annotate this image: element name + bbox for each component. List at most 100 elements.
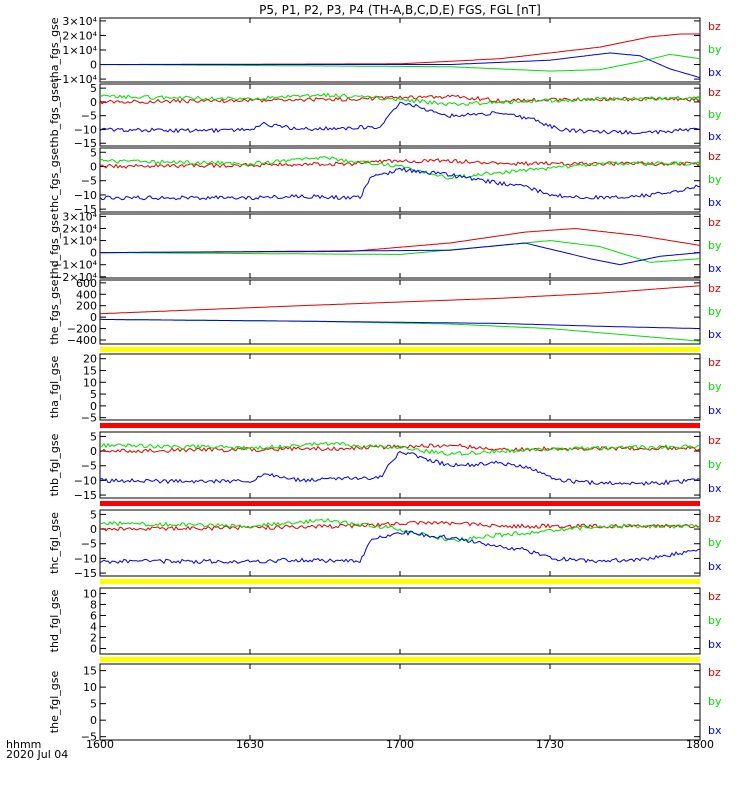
panel-frame [99, 587, 701, 655]
y-tick-label: −5 [81, 412, 97, 425]
legend-bz: bz [708, 512, 721, 525]
panel-the_fgl_gse: 15 10 5 0 −5 the_fgl_gse bz by bx [48, 663, 722, 744]
y-tick-label: 3×10⁴ [62, 210, 97, 223]
legend-bx: bx [708, 66, 722, 79]
y-tick-label: 15 [83, 365, 97, 378]
status-bar [100, 579, 700, 584]
x-tick-label: 1600 [86, 738, 114, 751]
y-tick-label: 6 [90, 610, 97, 623]
panel-frame [99, 147, 701, 213]
legend-bx: bx [708, 724, 722, 737]
y-axis-label: thb_fgs_gse [48, 82, 61, 148]
series-by [99, 53, 701, 72]
legend-by: by [708, 43, 722, 56]
legend-bz: bz [708, 590, 721, 603]
legend-bz: bz [708, 356, 721, 369]
y-tick-label: 0 [90, 96, 97, 109]
series-bz [99, 443, 701, 454]
y-tick-label: 5 [90, 388, 97, 401]
y-tick-label: 10 [83, 376, 97, 389]
legend-by: by [708, 380, 722, 393]
status-bar [100, 347, 700, 352]
legend-bx: bx [708, 560, 722, 573]
x-tick-label: 1700 [386, 738, 414, 751]
y-tick-label: 5 [90, 146, 97, 159]
y-tick-label: −15 [74, 137, 97, 150]
y-tick-label: 5 [90, 82, 97, 95]
x-tick-label: 1730 [536, 738, 564, 751]
y-tick-label: −1×10⁴ [53, 73, 97, 86]
y-tick-label: −5 [81, 538, 97, 551]
series-bz [100, 228, 701, 254]
legend-bz: bz [708, 216, 721, 229]
y-tick-label: 10 [83, 681, 97, 694]
panel-thc_fgl_gse: 5 0 −5−10 −15 thc_fgl_gse bz by bx [48, 508, 722, 584]
y-tick-label: 0 [90, 160, 97, 173]
y-tick-label: 4 [90, 621, 97, 634]
legend-by: by [708, 173, 722, 186]
y-axis-label: thc_fgs_gse [48, 148, 61, 213]
series-by [99, 441, 701, 456]
legend-by: by [708, 695, 722, 708]
x-label-bottom: 2020 Jul 04 [6, 748, 68, 761]
y-tick-label: −15 [74, 489, 97, 502]
y-tick-label: 0 [90, 523, 97, 536]
legend-bx: bx [708, 196, 722, 209]
status-bar [100, 501, 700, 506]
legend-by: by [708, 305, 722, 318]
legend-bz: bz [708, 434, 721, 447]
panel-frame [99, 213, 701, 279]
y-tick-label: −10 [74, 189, 97, 202]
y-tick-label: 5 [90, 508, 97, 521]
legend-by: by [708, 614, 722, 627]
legend-by: by [708, 458, 722, 471]
figure-title: P5, P1, P2, P3, P4 (TH-A,B,C,D,E) FGS, F… [259, 3, 541, 17]
y-tick-label: 15 [83, 665, 97, 678]
y-axis-label: thc_fgl_gse [48, 512, 61, 574]
y-tick-label: 1×10⁴ [62, 235, 97, 248]
y-tick-label: −10 [74, 474, 97, 487]
legend-bx: bx [708, 262, 722, 275]
y-tick-label: 2×10⁴ [62, 29, 97, 42]
series-bz [99, 520, 701, 532]
x-tick-label: 1800 [686, 738, 714, 751]
y-tick-label: 0 [90, 643, 97, 656]
panel-frame [99, 17, 701, 83]
y-tick-label: −15 [74, 203, 97, 216]
panel-thb_fgl_gse: 5 0 −5−10 −15 thb_fgl_gse bz by bx [48, 430, 722, 506]
legend-bx: bx [708, 328, 722, 341]
panel-frame [99, 509, 701, 577]
y-tick-label: 0 [90, 445, 97, 458]
y-tick-label: 600 [76, 277, 97, 290]
legend-bz: bz [708, 150, 721, 163]
panel-thb_fgs_gse: 50−5−10−15 thb_fgs_gse bz by bx [48, 82, 722, 150]
panel-frame [99, 353, 701, 421]
legend-bz: bz [708, 20, 721, 33]
series-by [99, 155, 701, 180]
y-tick-label: 0 [90, 311, 97, 324]
series-bx [100, 52, 701, 79]
y-tick-label: 5 [90, 430, 97, 443]
series-bx [100, 318, 701, 330]
y-axis-label: the_fgl_gse [48, 671, 61, 734]
time-axis: hhmm 2020 Jul 04 1600 1630 1700 1730 1800 [6, 738, 714, 761]
y-tick-label: 2×10⁴ [62, 222, 97, 235]
y-tick-label: 400 [76, 288, 97, 301]
y-axis-label: tha_fgl_gse [48, 356, 61, 419]
y-axis-label: thd_fgl_gse [48, 589, 61, 652]
series-by [99, 240, 701, 263]
y-axis-label: thb_fgl_gse [48, 433, 61, 496]
series-bx [100, 242, 701, 266]
y-axis-label: thd_fgs_gse [48, 213, 61, 279]
y-tick-label: 20 [83, 353, 97, 366]
panel-thc_fgs_gse: 50 −5−10−15 thc_fgs_gse bz by bx [48, 146, 722, 216]
x-tick-label: 1630 [236, 738, 264, 751]
y-tick-label: 0 [90, 714, 97, 727]
